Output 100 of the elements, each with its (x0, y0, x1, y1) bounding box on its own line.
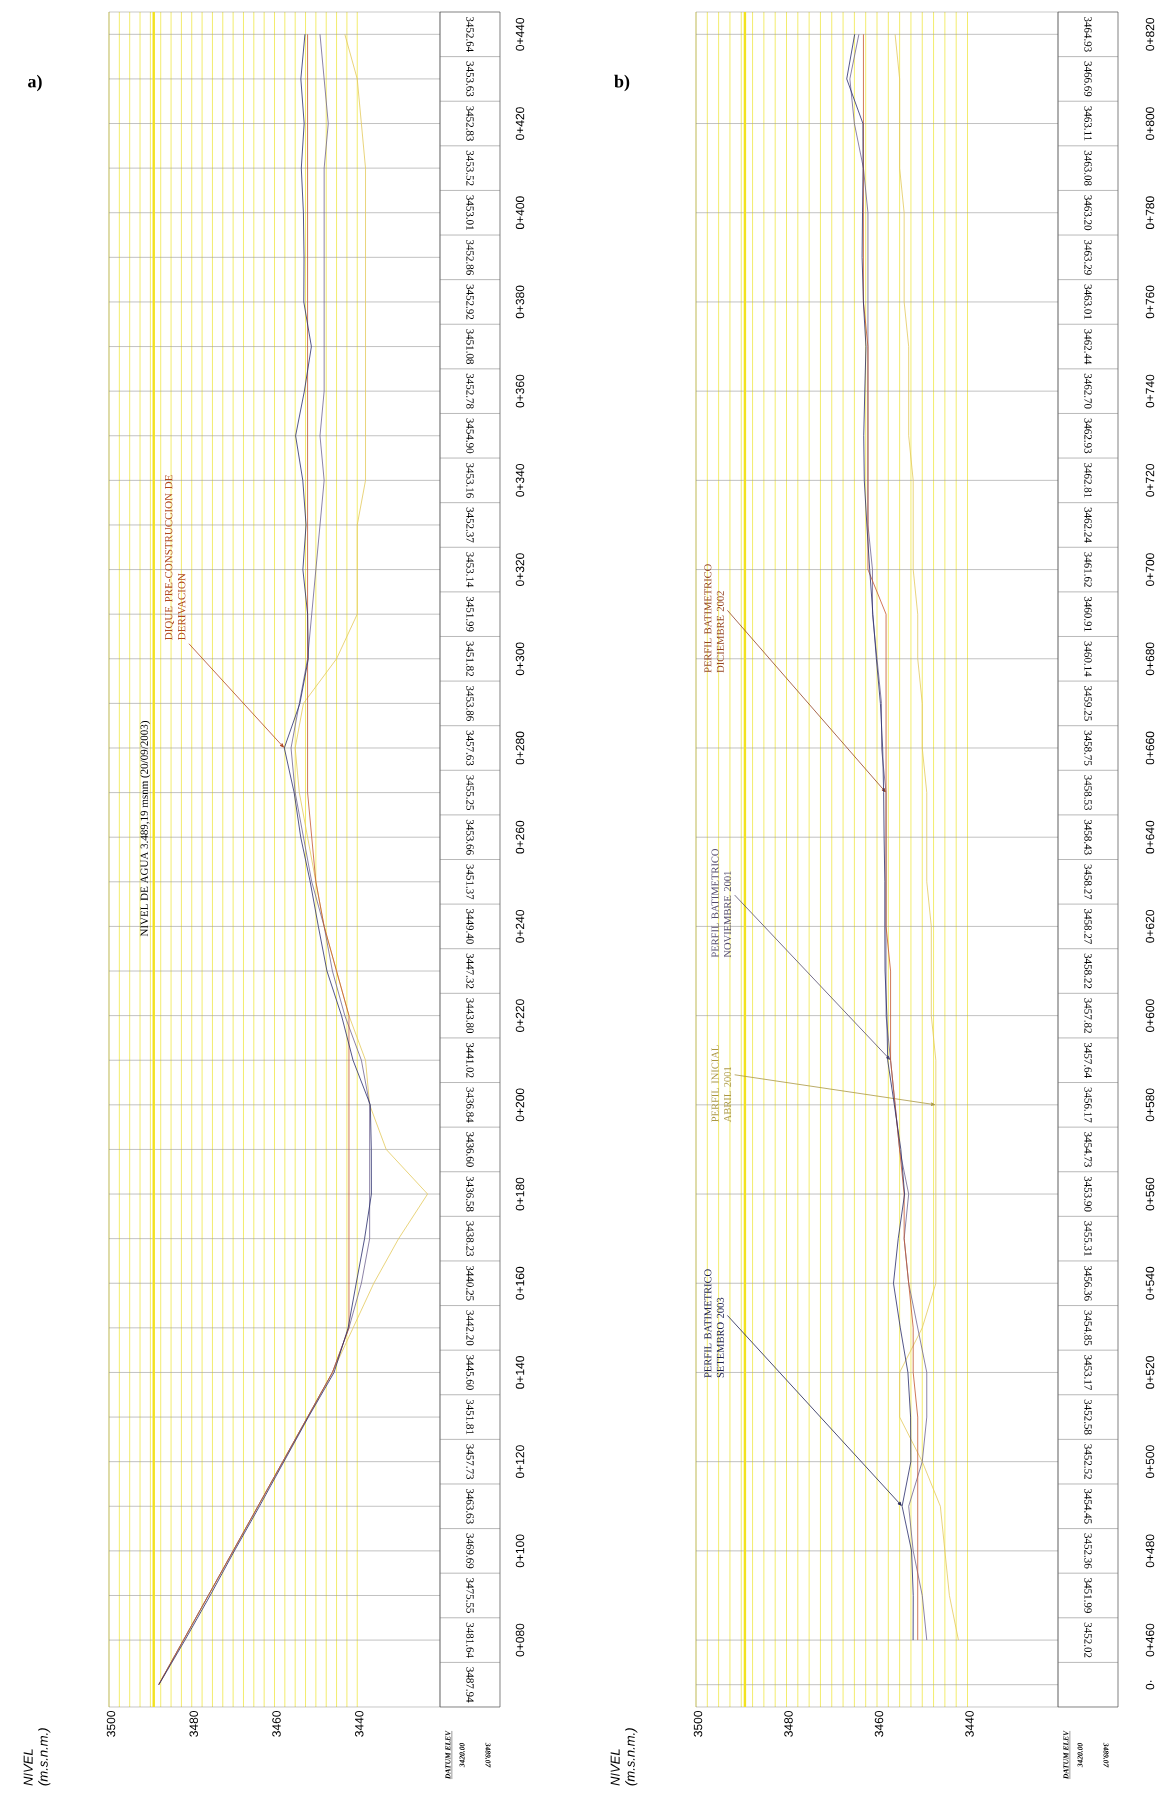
text: 3458.53 (1084, 775, 1092, 811)
x-tick-label: 3460 (874, 1711, 884, 1737)
x-tick-label: 3440 (355, 1711, 364, 1737)
text: 3460.91 (1084, 596, 1092, 632)
y-tick-label: 0+600 (1145, 999, 1155, 1032)
y-tick-label: 0+400 (515, 196, 525, 230)
text: 3464.93 (1084, 16, 1092, 52)
ref-line-label: NIVEL DE AGUA 3.489,19 msnm (20/09/2003) (140, 721, 151, 937)
text: 3455.31 (1084, 1221, 1092, 1256)
text: 3436.60 (466, 1132, 474, 1167)
text: 3457.63 (466, 730, 474, 766)
text: 3451.81 (466, 1399, 474, 1435)
text: 3487.94 (466, 1667, 474, 1703)
text: 3457.64 (1084, 1042, 1092, 1078)
x-tick-label: 3460 (272, 1711, 281, 1737)
text: 3456.17 (1084, 1087, 1092, 1123)
y-tick-label: 0+360 (515, 374, 525, 408)
text: 3453.66 (466, 819, 474, 855)
y-tick-label: 0+820 (1145, 17, 1155, 51)
text: 3452.86 (466, 240, 474, 275)
y-tick-label: 0+500 (1145, 1445, 1155, 1479)
x-tick-label: 3500 (106, 1711, 116, 1737)
text: 3453.52 (466, 150, 474, 186)
y-tick-label: 0+140 (515, 1356, 525, 1389)
y-tick-label: 0+720 (1145, 463, 1155, 497)
text: 3442.20 (466, 1310, 474, 1346)
text: 3453.86 (466, 686, 474, 721)
text: 3443.80 (466, 998, 474, 1034)
text: 3462.93 (1084, 418, 1092, 454)
text: 3454.45 (1084, 1488, 1092, 1524)
text: 3458.43 (1084, 819, 1092, 855)
text: 3453.01 (466, 195, 474, 230)
text: 3453.14 (466, 552, 474, 588)
text: 3459.25 (1084, 686, 1092, 721)
text: a) (28, 74, 42, 92)
y-tick-label: 0+800 (1145, 107, 1155, 140)
text: 3451.82 (466, 641, 474, 677)
text: 3458.27 (1084, 909, 1092, 944)
y-tick-label: 0+460 (1145, 1623, 1155, 1657)
text: 3454.90 (466, 418, 474, 454)
y-tick-label: 0+680 (1145, 642, 1155, 676)
y-tick-label: 0+520 (1145, 1356, 1155, 1389)
y-tick-label: 0+280 (515, 731, 525, 765)
text: 3454.73 (1084, 1132, 1092, 1167)
y-tick-label: 0+120 (515, 1445, 525, 1479)
y-tick-label: 0+080 (515, 1623, 525, 1657)
text: 3456.36 (1084, 1265, 1092, 1301)
text: PERFIL INICIAL ABRIL 2001 (711, 1045, 732, 1123)
y-tick-label: 0+480 (1145, 1534, 1155, 1568)
y-tick-label: 0+780 (1145, 196, 1155, 230)
text: 3466.69 (1084, 61, 1092, 97)
text: 3452.02 (1084, 1622, 1092, 1658)
text: 3463.20 (1084, 195, 1092, 231)
text: 3440.25 (466, 1265, 474, 1301)
y-tick-label: 0+740 (1145, 374, 1155, 408)
text: 3458.75 (1084, 730, 1092, 766)
y-tick-label: 0+540 (1145, 1266, 1155, 1300)
text: 3457.73 (466, 1444, 474, 1480)
text: 3436.84 (466, 1087, 474, 1123)
text: 3455.25 (466, 775, 474, 811)
text: 3452.52 (1084, 1444, 1092, 1479)
text: PERFIL BATIMETRICO SETEMBRO 2003 (704, 1269, 724, 1378)
y-tick-label: 0+160 (515, 1266, 525, 1300)
text: 3452.83 (466, 106, 474, 141)
y-tick-label: 0+420 (515, 107, 525, 140)
text: 3447.32 (466, 953, 474, 989)
text: 3458.22 (1084, 953, 1092, 989)
y-tick-label: 0+340 (515, 463, 525, 497)
text: 3463.11 (1084, 106, 1092, 141)
text: 3481.64 (466, 1622, 474, 1658)
annotation: DIQUE PRE-CONSTRUCCION DE DERIVACION (164, 475, 186, 640)
text: 3462.24 (1084, 507, 1092, 543)
text: 3460.14 (1084, 641, 1092, 677)
text: 3463.08 (1084, 150, 1092, 186)
text: 3451.99 (1084, 1578, 1092, 1613)
y-tick-label: 0+300 (515, 642, 525, 676)
y-tick-label: 0+180 (515, 1177, 525, 1211)
text: 3441.02 (466, 1042, 474, 1078)
y-tick-label: 0+240 (515, 910, 525, 943)
text: 3452.58 (1084, 1399, 1092, 1435)
text: 3469.69 (466, 1533, 474, 1569)
text: 3452.37 (466, 507, 474, 543)
text: NIVEL (m.s.n.m.) (610, 1728, 638, 1786)
text: 3462.81 (1084, 463, 1092, 498)
y-tick-label: 0+200 (515, 1088, 525, 1122)
y-tick-label: 0+640 (1145, 820, 1155, 854)
x-tick-label: 3500 (693, 1711, 703, 1737)
y-tick-label: 0+380 (515, 285, 525, 319)
text: 3452.36 (1084, 1533, 1092, 1569)
text: 3451.08 (466, 329, 474, 364)
y-tick-label: 0+100 (515, 1534, 525, 1568)
x-tick-label: 3440 (965, 1711, 974, 1737)
text: PERFIL BATIMETRICO NOVIEMBRE 2001 (711, 848, 732, 958)
text: 3453.90 (1084, 1176, 1092, 1212)
text: 3458.27 (1084, 864, 1092, 900)
y-tick-label: 0+260 (515, 820, 525, 854)
text: 3452.64 (466, 16, 474, 53)
y-tick-label: 0+440 (515, 17, 525, 51)
text: 3438.23 (466, 1221, 474, 1257)
y-tick-label: 0+220 (515, 999, 525, 1032)
